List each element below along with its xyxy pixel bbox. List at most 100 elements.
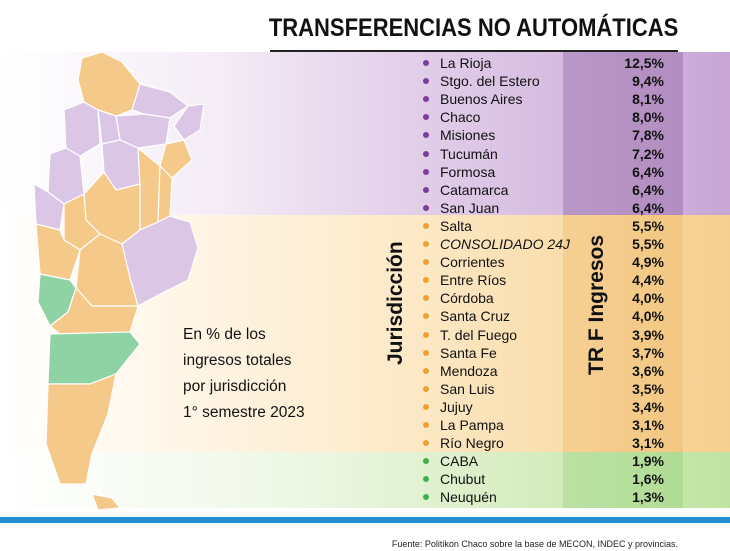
group-dot — [423, 132, 429, 139]
group-dot — [423, 422, 429, 428]
table-row: Santa Cruz 4,0% — [418, 307, 664, 325]
value-label: 5,5% — [632, 217, 664, 234]
table-row: Stgo. del Estero 9,4% — [418, 72, 664, 90]
group-dot — [423, 476, 429, 483]
subtitle-note: En % de los ingresos totales por jurisdi… — [183, 322, 305, 426]
table-row: T. del Fuego 3,9% — [418, 326, 664, 344]
map-region-jujuy-salta — [77, 51, 141, 117]
table-row: CONSOLIDADO 24J 5,5% — [418, 235, 664, 253]
jurisdiction-name: San Luis — [440, 380, 495, 397]
table-row: Santa Fe 3,7% — [418, 344, 664, 362]
table-row: Mendoza 3,6% — [418, 362, 664, 380]
table-row: CABA 1,9% — [418, 452, 664, 470]
jurisdiction-name: Santa Fe — [440, 344, 497, 361]
group-dot — [423, 313, 429, 320]
map-region-santa-fe — [137, 147, 161, 231]
map-region-santa-cruz — [45, 373, 117, 485]
group-dot — [423, 403, 429, 410]
value-label: 4,0% — [632, 290, 664, 307]
group-dot — [423, 367, 429, 374]
jurisdiction-name: Córdoba — [440, 290, 494, 307]
subtitle-line: En % de los — [183, 326, 266, 343]
value-label: 6,4% — [632, 199, 664, 216]
group-dot — [423, 349, 429, 356]
group-dot — [423, 186, 429, 193]
jurisdiction-name: CONSOLIDADO 24J — [440, 236, 570, 252]
value-label: 3,1% — [632, 417, 664, 433]
jurisdiction-name: CABA — [440, 453, 479, 470]
group-dot — [423, 295, 429, 302]
table-row: Neuquén 1,3% — [418, 488, 664, 506]
map-region-catamarca — [63, 101, 101, 157]
subtitle-line: 1° semestre 2023 — [183, 404, 305, 421]
value-label: 3,9% — [632, 326, 664, 343]
table-row: Misiones 7,8% — [418, 126, 664, 144]
source-note: Fuente: Politikon Chaco sobre la base de… — [391, 539, 678, 549]
jurisdiction-name: Mendoza — [440, 362, 498, 379]
value-label: 7,8% — [632, 127, 664, 144]
group-dot — [423, 222, 429, 229]
jurisdiccion-column-label: Jurisdicción — [384, 241, 407, 365]
value-label: 6,4% — [632, 181, 664, 198]
table-row: Chaco 8,0% — [418, 108, 664, 126]
group-dot — [423, 259, 429, 266]
title-rule — [270, 50, 678, 52]
jurisdiction-name: Río Negro — [440, 435, 504, 452]
value-label: 4,0% — [632, 308, 664, 325]
jurisdiction-name: Corrientes — [440, 254, 505, 271]
table-row: Buenos Aires 8,1% — [418, 90, 664, 108]
jurisdiction-name: San Juan — [440, 199, 500, 216]
group-dot — [423, 60, 429, 66]
table-row: San Juan 6,4% — [418, 199, 664, 217]
green-group-band — [0, 452, 730, 508]
table-row: Entre Ríos 4,4% — [418, 271, 664, 289]
value-label: 4,4% — [632, 272, 664, 289]
jurisdiction-name: Misiones — [440, 127, 496, 144]
jurisdiction-name: Chaco — [440, 109, 481, 126]
chart-title: TRANSFERENCIAS NO AUTOMÁTICAS — [268, 14, 678, 42]
table-row: La Pampa 3,1% — [418, 416, 664, 434]
jurisdiction-name: Jujuy — [440, 398, 473, 415]
jurisdiction-name: Stgo. del Estero — [440, 73, 540, 90]
group-dot — [423, 458, 429, 465]
value-label: 3,7% — [632, 344, 664, 361]
map-region-tierra-del-fuego — [91, 493, 121, 511]
table-row: Formosa 6,4% — [418, 163, 664, 181]
group-dot — [423, 331, 429, 338]
group-dot — [423, 204, 429, 211]
value-label: 1,3% — [632, 489, 664, 506]
value-label: 1,9% — [632, 453, 664, 470]
table-row: San Luis 3,5% — [418, 380, 664, 398]
subtitle-line: por jurisdicción — [183, 378, 287, 395]
map-region-corrientes — [159, 139, 193, 179]
table-row: Córdoba 4,0% — [418, 289, 664, 307]
table-row: La Rioja 12,5% — [418, 54, 664, 72]
value-label: 9,4% — [632, 73, 664, 90]
table-row: Catamarca 6,4% — [418, 181, 664, 199]
value-label: 8,0% — [632, 109, 664, 126]
map-region-formosa — [131, 83, 189, 119]
value-label: 3,5% — [632, 380, 664, 397]
value-label: 7,2% — [632, 145, 664, 162]
argentina-map — [33, 51, 205, 511]
jurisdiction-name: Santa Cruz — [440, 308, 511, 325]
value-label: 5,5% — [632, 236, 664, 252]
jurisdiction-name: Formosa — [440, 163, 496, 180]
jurisdiction-name: Entre Ríos — [440, 272, 507, 289]
jurisdiction-name: La Rioja — [440, 55, 492, 71]
table-row: Chubut 1,6% — [418, 470, 664, 488]
table-row: Jujuy 3,4% — [418, 398, 664, 416]
value-label: 6,4% — [632, 163, 664, 180]
value-label: 3,1% — [632, 435, 664, 452]
jurisdiction-name: Catamarca — [440, 181, 509, 198]
value-label: 4,9% — [632, 254, 664, 271]
table-row: Tucumán 7,2% — [418, 145, 664, 163]
group-dot — [423, 96, 429, 103]
subtitle-line: ingresos totales — [183, 352, 292, 369]
group-dot — [423, 494, 429, 501]
value-label: 3,4% — [632, 398, 664, 415]
jurisdiction-name: La Pampa — [440, 417, 504, 433]
group-dot — [423, 385, 429, 392]
jurisdiction-name: T. del Fuego — [440, 326, 518, 343]
group-dot — [423, 440, 429, 447]
